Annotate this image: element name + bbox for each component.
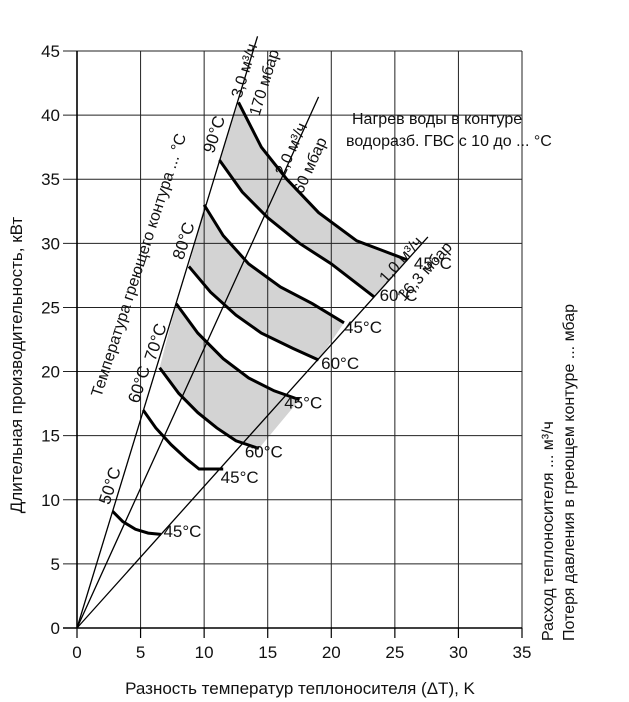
x-tick-label-25: 25 <box>385 643 404 662</box>
y-tick-label-30: 30 <box>41 234 60 253</box>
dhw-temp-label-7: 45°C <box>414 254 452 273</box>
annotation-line-2: водоразб. ГВС с 10 до ... °C <box>346 133 552 150</box>
shaded-band-0 <box>159 303 300 449</box>
curve-labels: 50°C60°C70°C80°C90°C45°C45°C60°C45°C60°C… <box>95 113 452 541</box>
annotation-line-1: Нагрев воды в контуре <box>352 111 522 128</box>
y-tick-label-20: 20 <box>41 363 60 382</box>
y-tick-label-35: 35 <box>41 170 60 189</box>
y-tick-label-0: 0 <box>51 619 60 638</box>
x-tick-label-5: 5 <box>136 643 145 662</box>
x-axis-label: Разность температур теплоносителя (ΔT), … <box>125 679 475 698</box>
tick-labels: 0 5 10 15 20 25 30 35 0 5 10 15 20 25 30 35 40 45 <box>41 42 531 662</box>
dhw-temp-label-6: 60°C <box>380 286 418 305</box>
curve-1 <box>141 409 224 471</box>
x-tick-label-0: 0 <box>72 643 81 662</box>
temperature-curves <box>111 101 409 536</box>
dhw-temp-label-3: 45°C <box>284 394 322 413</box>
curve-5 <box>202 204 345 325</box>
y-tick-label-45: 45 <box>41 42 60 61</box>
flow-line-2 <box>76 236 429 629</box>
x-tick-label-20: 20 <box>322 643 341 662</box>
right-label-pressure: Потеря давления в греющем контуре ... мб… <box>561 304 578 641</box>
x-tick-label-30: 30 <box>449 643 468 662</box>
dhw-temp-label-0: 45°C <box>163 522 201 541</box>
curve-4 <box>187 265 320 362</box>
flow-line-0 <box>76 36 259 629</box>
y-tick-label-25: 25 <box>41 298 60 317</box>
y-tick-label-10: 10 <box>41 491 60 510</box>
curve-7 <box>237 101 409 262</box>
dhw-temp-label-1: 45°C <box>221 468 259 487</box>
heating-temp-label-1: 60°C <box>124 363 154 405</box>
y-tick-label-15: 15 <box>41 427 60 446</box>
curve-0 <box>111 510 162 536</box>
dhw-temp-label-5: 45°C <box>344 318 382 337</box>
grid-lines <box>63 50 523 628</box>
dhw-temp-label-4: 60°C <box>321 354 359 373</box>
curve-2 <box>158 366 260 450</box>
dhw-temp-label-2: 60°C <box>245 442 283 461</box>
axes <box>63 51 523 638</box>
curve-6 <box>218 159 376 299</box>
x-tick-label-15: 15 <box>258 643 277 662</box>
flow-line-1 <box>76 96 320 629</box>
y-axis-label: Длительная производительность, кВт <box>7 217 26 514</box>
curve-3 <box>174 302 300 402</box>
x-tick-label-10: 10 <box>195 643 214 662</box>
shaded-band-2 <box>219 102 408 298</box>
right-label-flow: Расход теплоносителя ... м³/ч <box>540 421 557 641</box>
y-tick-label-40: 40 <box>41 106 60 125</box>
x-tick-label-35: 35 <box>513 643 532 662</box>
y-tick-label-5: 5 <box>51 555 60 574</box>
